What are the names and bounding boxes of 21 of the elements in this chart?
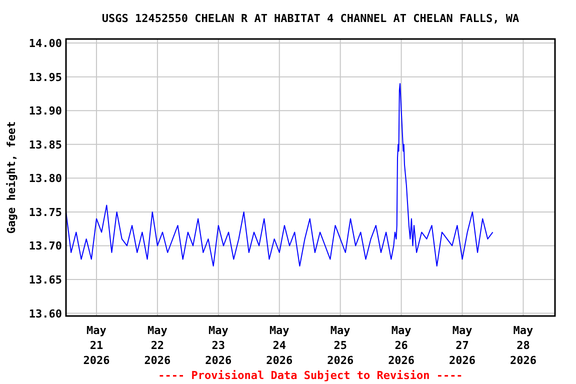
y-tick-label: 14.00 (28, 37, 62, 50)
x-tick-label: May 23 2026 (205, 324, 232, 367)
y-tick-label: 13.85 (28, 138, 62, 152)
x-tick-label: May 27 2026 (449, 324, 476, 367)
chart-title: USGS 12452550 CHELAN R AT HABITAT 4 CHANNEL AT CHELAN FALLS, WA (102, 12, 520, 25)
y-tick-label: 13.90 (28, 104, 62, 118)
y-tick-label: 13.80 (28, 172, 62, 186)
y-tick-label: 13.95 (28, 70, 62, 84)
line-series (66, 83, 494, 267)
x-tick-label: May 25 2026 (327, 324, 354, 367)
x-tick-label: May 21 2026 (83, 324, 110, 367)
x-tick-label: May 28 2026 (510, 324, 537, 367)
y-axis-title: Gage height, feet (5, 121, 18, 234)
y-tick-label: 13.75 (28, 206, 62, 219)
y-tick-label: 13.65 (28, 274, 62, 287)
y-tick-label: 13.70 (28, 240, 62, 253)
text: ---- Provisional Data Subject to Revision ---- (158, 369, 463, 382)
x-tick-label: May 24 2026 (266, 324, 293, 367)
x-tick-label: May 22 2026 (144, 324, 172, 367)
x-tick-label: May 26 2026 (388, 324, 415, 367)
y-tick-label: 13.60 (28, 307, 62, 320)
